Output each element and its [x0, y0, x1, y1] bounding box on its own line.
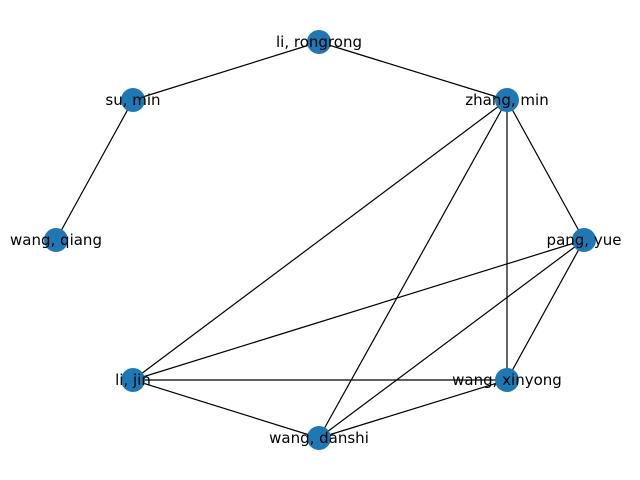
node-label-li-jin: li, jin	[115, 371, 151, 389]
node-zhang-min[interactable]	[495, 88, 519, 112]
nodes-layer	[44, 30, 596, 450]
labels-layer: li, rongrong su, min zhang, min wang, qiang…	[10, 33, 621, 447]
node-wang-qiang[interactable]	[44, 228, 68, 252]
edge-wang-danshi-wang-xinyong	[318, 379, 508, 439]
node-label-li-rongrong: li, rongrong	[276, 33, 362, 51]
node-pang-yue[interactable]	[572, 228, 596, 252]
edge-pang-yue-wang-danshi	[318, 239, 585, 439]
node-wang-danshi[interactable]	[307, 426, 331, 450]
edge-su-min-wang-qiang	[55, 99, 134, 241]
edge-pang-yue-wang-xinyong	[506, 239, 585, 381]
node-label-pang-yue: pang, yue	[547, 231, 622, 249]
edges-layer	[55, 41, 585, 439]
node-label-wang-danshi: wang, danshi	[269, 429, 369, 447]
edge-zhang-min-pang-yue	[506, 99, 585, 241]
node-wang-xinyong[interactable]	[495, 368, 519, 392]
node-li-rongrong[interactable]	[307, 30, 331, 54]
node-label-zhang-min: zhang, min	[465, 91, 548, 109]
node-su-min[interactable]	[121, 88, 145, 112]
edge-zhang-min-wang-danshi	[318, 99, 508, 439]
edge-li-jin-wang-danshi	[132, 379, 320, 439]
edge-pang-yue-li-jin	[132, 239, 585, 381]
edge-zhang-min-li-jin	[132, 99, 508, 381]
edge-li-rongrong-su-min	[132, 41, 320, 101]
edge-li-rongrong-zhang-min	[318, 41, 508, 101]
node-label-su-min: su, min	[105, 91, 160, 109]
node-label-wang-qiang: wang, qiang	[10, 231, 102, 249]
node-label-wang-xinyong: wang, xinyong	[452, 371, 562, 389]
node-li-jin[interactable]	[121, 368, 145, 392]
